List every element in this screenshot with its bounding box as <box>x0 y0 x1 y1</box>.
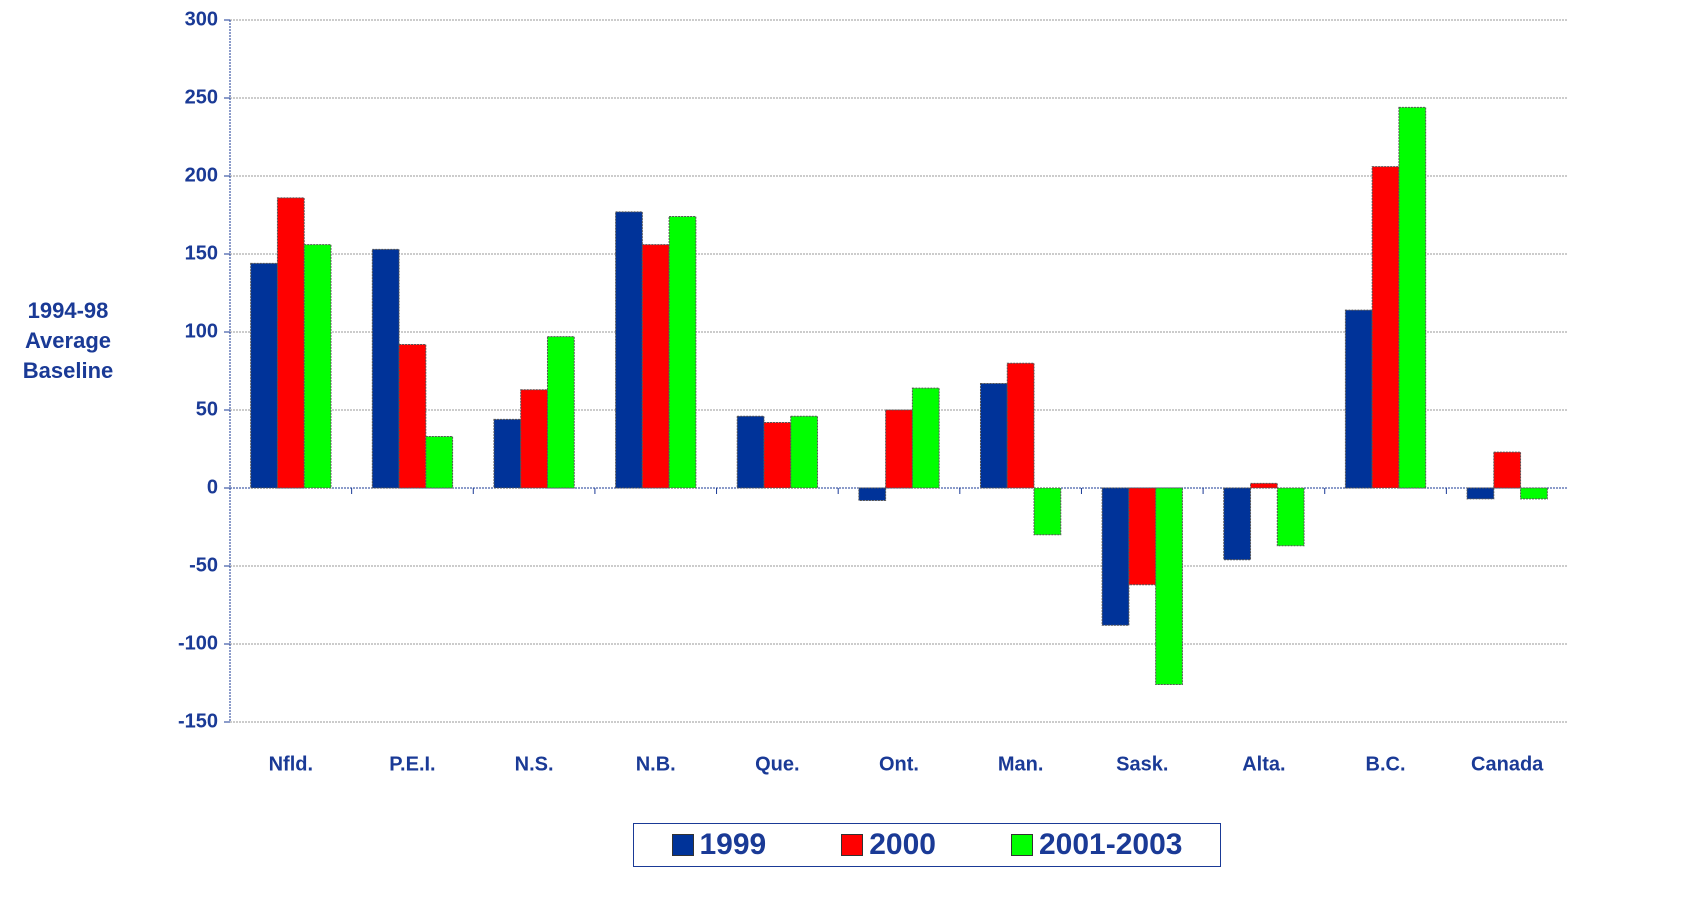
x-tick-label: N.B. <box>636 753 676 775</box>
x-tick-label: Alta. <box>1242 753 1285 775</box>
bar <box>398 343 427 489</box>
bar <box>303 244 332 489</box>
x-tick-label: Man. <box>998 753 1044 775</box>
y-tick-label: 200 <box>185 164 218 186</box>
bar <box>615 211 643 489</box>
bar <box>1344 309 1373 489</box>
legend-item: 2001-2003 <box>1011 828 1182 862</box>
y-tick-label: 150 <box>185 242 218 264</box>
bar <box>1398 106 1427 489</box>
legend-label: 2001-2003 <box>1039 828 1183 861</box>
bar <box>641 244 670 489</box>
bar <box>1101 487 1130 626</box>
bar <box>885 409 913 489</box>
bar <box>858 487 887 501</box>
bar <box>979 382 1008 489</box>
bar <box>1155 487 1183 686</box>
y-tick-label: -50 <box>189 554 218 576</box>
legend-item: 1999 <box>671 828 767 862</box>
y-tick-label: 100 <box>185 320 218 342</box>
bar <box>425 436 454 489</box>
bar <box>1128 487 1157 586</box>
y-tick-label: -100 <box>178 632 218 654</box>
bar <box>1520 487 1548 500</box>
bar <box>493 418 522 489</box>
bar <box>1276 487 1305 547</box>
legend: 1999 2000 2001-2003 <box>633 823 1221 867</box>
x-tick-label: Canada <box>1471 753 1544 775</box>
bar <box>790 415 819 489</box>
y-tick-label: -150 <box>178 710 218 732</box>
legend-swatch <box>671 834 694 856</box>
bar <box>668 216 697 489</box>
bar <box>1371 166 1400 489</box>
y-tick-label: 250 <box>185 86 218 108</box>
bar <box>1223 487 1252 561</box>
y-tick-label: 0 <box>207 476 218 498</box>
x-tick-label: Ont. <box>879 753 919 775</box>
bar <box>276 197 305 489</box>
bar <box>736 415 765 489</box>
x-tick-label: N.S. <box>515 753 554 775</box>
legend-label: 1999 <box>699 828 767 861</box>
x-tick-label: B.C. <box>1366 753 1406 775</box>
bar <box>546 336 575 489</box>
bar <box>371 248 400 489</box>
bar <box>1006 362 1035 489</box>
legend-item: 2000 <box>841 828 936 862</box>
y-tick-label: 300 <box>185 8 218 30</box>
bar <box>763 421 792 489</box>
bar <box>1466 487 1495 500</box>
x-tick-label: Nfld. <box>269 753 313 775</box>
legend-label: 2000 <box>869 828 936 861</box>
x-tick-label: Que. <box>755 753 799 775</box>
bar <box>520 389 548 489</box>
x-tick-label: P.E.I. <box>389 753 435 775</box>
y-axis-label: 1994-98 Average Baseline <box>22 298 114 383</box>
bar <box>250 262 278 489</box>
bar <box>1033 487 1062 536</box>
bar <box>911 387 940 489</box>
legend-swatch <box>1011 834 1033 856</box>
bar <box>1250 482 1278 489</box>
legend-swatch <box>841 834 864 856</box>
y-tick-label: 50 <box>196 398 218 420</box>
x-tick-label: Sask. <box>1116 753 1168 775</box>
bar <box>1493 451 1522 489</box>
